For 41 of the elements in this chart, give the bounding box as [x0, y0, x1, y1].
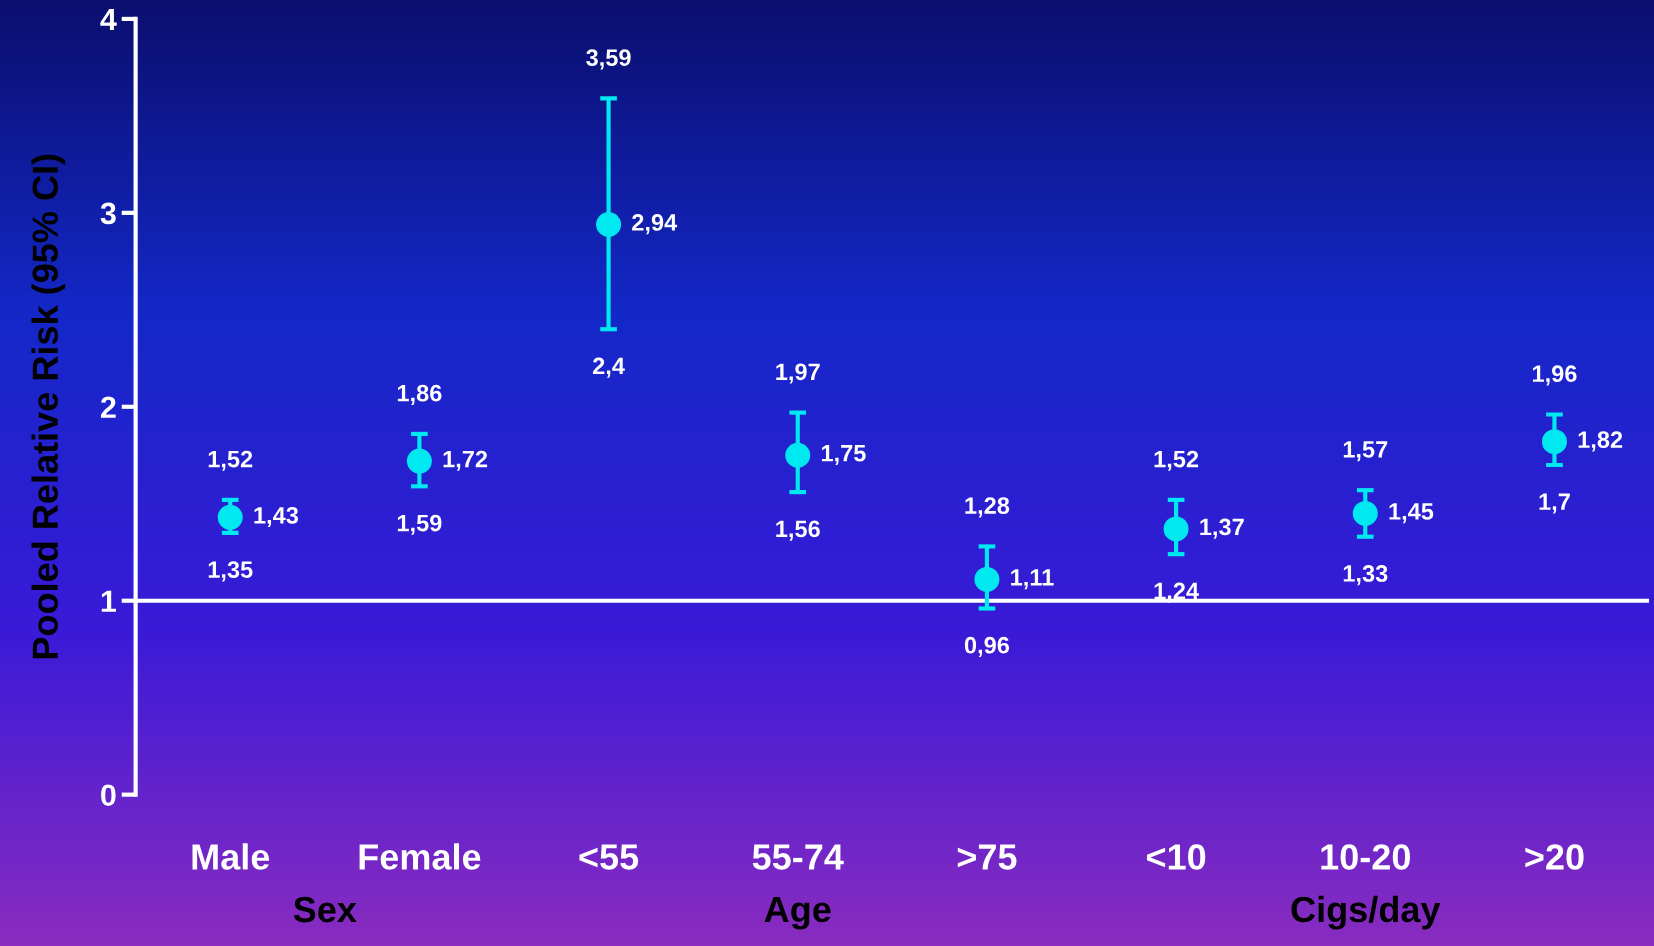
annotation: 1,52: [208, 450, 253, 471]
y-tick-label: 0: [101, 784, 116, 807]
annotation: 1,28: [965, 497, 1010, 518]
data-label: 1,72: [443, 450, 488, 471]
annotation: 1,97: [776, 363, 820, 384]
data-label: 1,75: [821, 445, 866, 466]
annotation: 1,52: [1154, 450, 1199, 471]
y-tick-label: 4: [100, 8, 117, 30]
x-tick-label: 10-20: [1321, 844, 1410, 870]
y-tick-label: 3: [100, 202, 116, 225]
data-label: 1,43: [254, 506, 299, 528]
y-axis-title: Pooled Relative Risk (95% CI): [31, 154, 66, 659]
x-tick-label: Female: [359, 843, 481, 870]
x-tick-label: <55: [579, 844, 639, 870]
annotation: 1,96: [1532, 365, 1577, 386]
x-tick-label: <10: [1146, 844, 1206, 870]
annotation: 0,96: [964, 636, 1010, 658]
x-tick-label: Male: [192, 843, 270, 870]
data-label: 1,82: [1578, 431, 1623, 452]
annotation: 1,86: [397, 384, 442, 405]
x-tick-label: >75: [957, 844, 1017, 870]
annotation: 1,57: [1343, 441, 1388, 462]
data-label: 2,94: [632, 214, 678, 235]
x-tick-label: 55-74: [752, 844, 844, 870]
annotation: 1,24: [1154, 582, 1199, 603]
data-label: 1,45: [1389, 503, 1434, 524]
annotation: 1,59: [397, 514, 442, 535]
text: Sex: [293, 896, 357, 923]
annotation: 1,7: [1539, 493, 1570, 514]
data-label: 1,37: [1200, 518, 1244, 539]
annotation: 1,56: [776, 520, 820, 541]
x-tick-label: >20: [1525, 844, 1584, 870]
y-tick-label: 2: [100, 396, 116, 418]
annotation: 1,33: [1343, 565, 1388, 586]
annotation: 3,59: [586, 49, 631, 70]
y-tick-label: 1: [101, 590, 117, 612]
text: Age: [764, 897, 831, 930]
annotation: 2,4: [592, 357, 625, 378]
text: Cigs/day: [1291, 895, 1441, 930]
annotation: 1,35: [208, 561, 253, 582]
data-label: 1,11: [1011, 569, 1054, 590]
